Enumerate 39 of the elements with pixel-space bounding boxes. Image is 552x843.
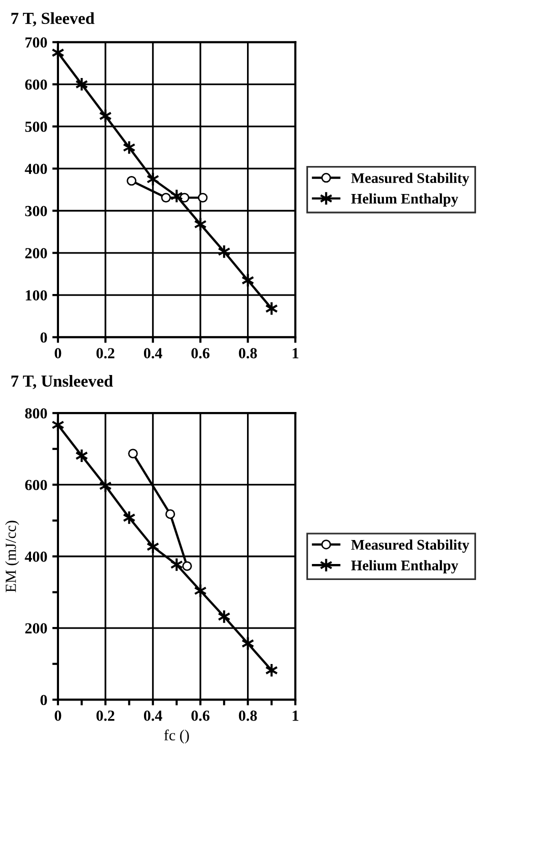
legend-label: Measured Stability — [351, 172, 470, 186]
y-tick-label: 600 — [25, 79, 47, 90]
x-tick-label: 0.8 — [238, 710, 257, 721]
y-tick-label: 200 — [25, 248, 47, 258]
x-tick-label: 0.6 — [191, 710, 210, 721]
y-tick-label: 300 — [25, 206, 47, 216]
x-tick-label: 0.2 — [96, 348, 114, 358]
y-tick-label: 400 — [24, 552, 47, 562]
y-tick-label: 700 — [26, 37, 47, 48]
x-tick-label: 0.2 — [96, 710, 114, 721]
legend-label: Measured Stability — [351, 539, 470, 553]
x-tick-label: 1 — [292, 710, 298, 721]
point — [182, 561, 192, 571]
y-tick-label: 600 — [25, 480, 47, 490]
x-tick-label: 1 — [292, 348, 298, 358]
x-tick-label: 0.6 — [191, 348, 210, 358]
x-tick-label: 0.4 — [144, 348, 162, 358]
point — [128, 448, 138, 458]
point — [126, 176, 136, 186]
legend-label: Helium Enthalpy — [351, 193, 458, 207]
y-tick-label: 0 — [40, 694, 47, 706]
point — [198, 192, 208, 203]
x-tick-label: 0.8 — [238, 348, 257, 358]
y-tick-label: 500 — [25, 122, 47, 132]
y-tick-label: 400 — [24, 164, 47, 174]
y-tick-label: 800 — [25, 408, 47, 419]
x-tick-label: 0.4 — [144, 710, 162, 721]
y-tick-label: 200 — [25, 623, 47, 634]
point — [161, 192, 171, 203]
y-axis-title: EM (mJ/cc) — [5, 520, 20, 592]
x-tick-label: 0 — [54, 348, 62, 358]
y-tick-label: 100 — [26, 290, 47, 300]
x-tick-label: 0 — [54, 710, 62, 721]
point — [165, 509, 176, 519]
y-tick-label: 0 — [40, 332, 47, 343]
chart-title: 7 T, Unsleeved — [11, 375, 113, 390]
legend-label: Helium Enthalpy — [351, 560, 458, 574]
chart-title: 7 T, Sleeved — [11, 12, 94, 26]
x-axis-title: fc () — [164, 730, 189, 744]
